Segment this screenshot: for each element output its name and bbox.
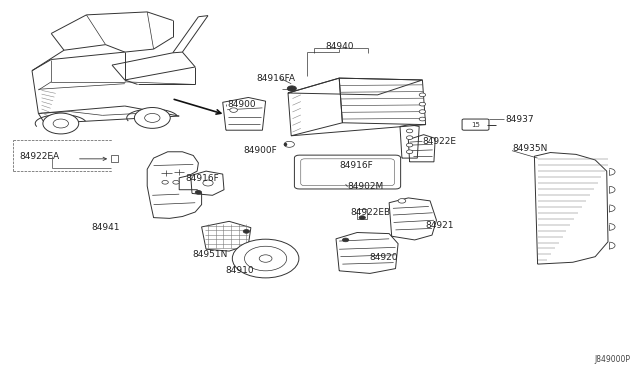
Text: 84916F: 84916F (186, 174, 220, 183)
Bar (111, 155, 118, 162)
Circle shape (134, 108, 170, 128)
Text: 84922EA: 84922EA (19, 152, 60, 161)
Circle shape (53, 119, 68, 128)
Text: 84910: 84910 (226, 266, 254, 275)
Text: 15: 15 (471, 122, 480, 128)
Text: 84920: 84920 (370, 253, 398, 262)
Bar (357, 209, 367, 219)
Circle shape (287, 86, 296, 91)
Text: 84900F: 84900F (243, 146, 277, 155)
Text: 84916FA: 84916FA (256, 74, 295, 83)
Text: 84922E: 84922E (422, 137, 456, 146)
Circle shape (43, 113, 79, 134)
Circle shape (419, 110, 426, 113)
Circle shape (243, 230, 250, 233)
FancyBboxPatch shape (462, 119, 489, 130)
Text: 84941: 84941 (92, 223, 120, 232)
Text: 84922EB: 84922EB (351, 208, 391, 217)
Circle shape (406, 129, 413, 133)
Circle shape (244, 246, 287, 271)
FancyBboxPatch shape (301, 159, 394, 186)
Circle shape (406, 143, 413, 147)
Circle shape (162, 180, 168, 184)
Circle shape (419, 102, 426, 106)
Text: 84951N: 84951N (192, 250, 227, 259)
Text: 84940: 84940 (325, 42, 353, 51)
Circle shape (359, 216, 365, 219)
Circle shape (419, 93, 426, 97)
Circle shape (173, 180, 179, 184)
Circle shape (406, 136, 413, 140)
Text: 84916F: 84916F (339, 161, 373, 170)
Circle shape (195, 190, 202, 194)
Circle shape (284, 141, 294, 147)
Text: 84921: 84921 (426, 221, 454, 230)
Circle shape (230, 108, 237, 112)
Circle shape (419, 117, 426, 121)
Circle shape (398, 199, 406, 203)
Text: 84937: 84937 (506, 115, 534, 124)
Circle shape (203, 180, 213, 186)
Text: 84900: 84900 (227, 100, 256, 109)
Circle shape (342, 238, 349, 242)
Circle shape (145, 113, 160, 122)
Circle shape (406, 150, 413, 154)
Text: 84902M: 84902M (348, 182, 384, 191)
Text: 84935N: 84935N (512, 144, 547, 153)
Circle shape (259, 255, 272, 262)
FancyBboxPatch shape (294, 155, 401, 189)
Circle shape (232, 239, 299, 278)
Text: J849000P: J849000P (595, 355, 630, 364)
